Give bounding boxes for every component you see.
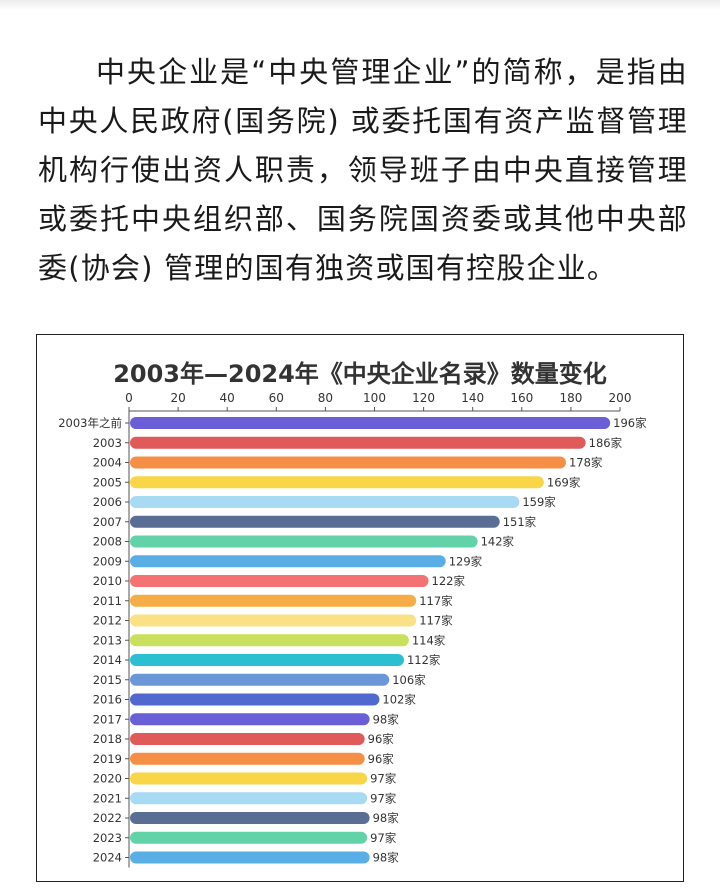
value-label: 98家 [373,851,400,865]
bar [130,575,429,587]
value-label: 102家 [382,693,416,707]
category-label: 2016 [93,693,122,707]
value-label: 169家 [547,475,581,489]
value-label: 98家 [373,811,400,825]
category-label: 2017 [93,712,122,726]
article-paragraph: 中央企业是“中央管理企业”的简称，是指由中央人民政府(国务院) 或委托国有资产监… [38,55,688,285]
x-tick-label: 200 [609,391,632,405]
chart-title: 2003年—2024年《中央企业名录》数量变化 [113,360,607,388]
value-label: 117家 [419,614,453,628]
value-label: 196家 [613,416,647,430]
category-label: 2013 [93,633,122,647]
x-tick-label: 40 [220,391,235,405]
category-label: 2012 [93,614,122,628]
category-label: 2015 [93,673,122,687]
category-label: 2019 [93,752,122,766]
bar [130,693,380,706]
bar [130,496,520,508]
category-label: 2008 [93,535,122,549]
value-label: 97家 [370,831,397,845]
x-tick-label: 60 [269,391,284,405]
bar [130,654,404,666]
category-label: 2004 [93,456,122,470]
bar [130,594,417,607]
bar [130,772,368,785]
bar [130,417,611,429]
category-label: 2021 [93,791,122,805]
x-tick-label: 160 [510,391,533,405]
bar [130,555,446,568]
category-label: 2007 [93,515,122,529]
x-tick-label: 80 [318,391,333,405]
category-label: 2006 [93,495,122,509]
category-label: 2005 [93,475,122,489]
x-tick-label: 180 [559,391,582,405]
value-label: 117家 [419,594,453,608]
category-label: 2023 [93,831,122,845]
x-tick-label: 120 [412,391,435,405]
bar [130,634,409,647]
value-label: 106家 [392,673,426,687]
bar [130,476,544,489]
category-label: 2009 [93,554,122,568]
value-label: 178家 [569,456,603,470]
value-label: 129家 [449,554,483,568]
value-label: 159家 [522,495,556,509]
bar [130,673,390,686]
bar [130,456,566,469]
x-tick-label: 140 [461,391,484,405]
x-tick-label: 20 [170,391,185,405]
bar [130,792,368,805]
value-label: 97家 [370,772,397,786]
top-shadow [0,0,720,10]
x-tick-label: 100 [363,391,386,405]
bar [130,831,368,844]
bar [130,535,478,548]
value-label: 112家 [407,653,441,667]
category-label: 2003 [93,436,122,450]
bar [130,436,586,449]
category-label: 2014 [93,653,122,667]
value-label: 151家 [503,515,537,529]
value-label: 96家 [368,752,395,766]
category-label: 2020 [93,772,122,786]
value-label: 114家 [412,633,446,647]
category-label: 2011 [93,594,122,608]
bar [130,752,365,765]
bar [130,733,365,745]
bar [130,515,500,528]
value-label: 122家 [432,574,466,588]
bar [130,851,370,864]
bar [130,614,417,627]
bar [130,812,370,824]
value-label: 97家 [370,791,397,805]
category-label: 2010 [93,574,122,588]
category-label: 2024 [93,851,122,865]
category-label: 2022 [93,811,122,825]
value-label: 96家 [368,732,395,746]
category-label: 2003年之前 [58,416,122,430]
x-tick-label: 0 [125,391,133,405]
value-label: 98家 [373,712,400,726]
category-label: 2018 [93,732,122,746]
bar [130,713,370,726]
value-label: 186家 [589,436,623,450]
value-label: 142家 [481,535,515,549]
